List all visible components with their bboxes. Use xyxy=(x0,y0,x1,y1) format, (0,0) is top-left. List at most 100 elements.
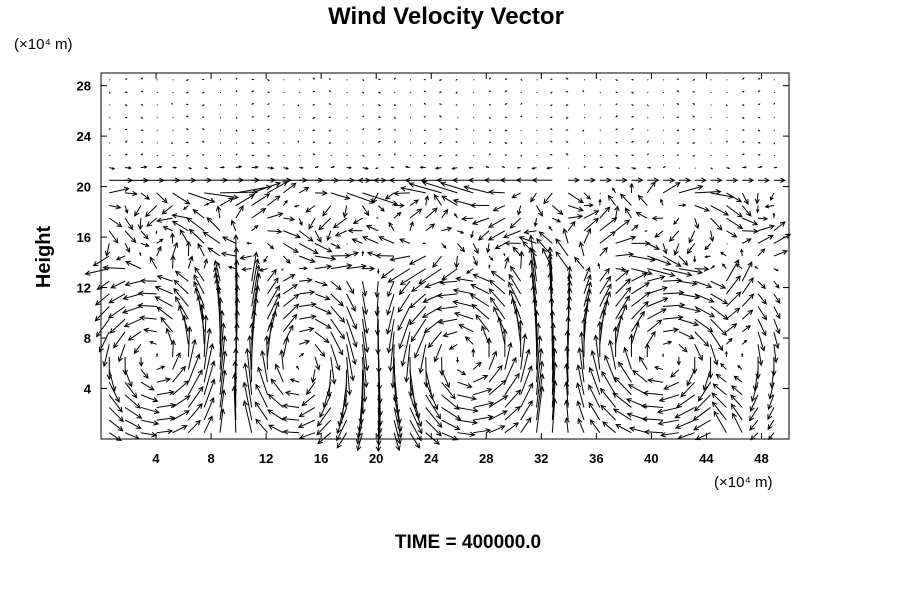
wind-vector-head xyxy=(273,277,279,284)
wind-vector-head xyxy=(303,186,310,192)
wind-vector xyxy=(678,255,688,266)
wind-vector-head xyxy=(720,283,727,289)
wind-vector xyxy=(409,356,412,397)
wind-vector xyxy=(576,383,585,408)
wind-vector-head xyxy=(149,340,154,345)
wind-vector-head xyxy=(473,260,478,267)
wind-vector xyxy=(255,419,268,434)
wind-vector-head xyxy=(403,377,410,383)
wind-vector xyxy=(591,350,601,383)
wind-vector-head xyxy=(390,382,396,389)
wind-vector xyxy=(188,192,215,203)
wind-vector-head xyxy=(321,281,329,287)
wind-vector-head xyxy=(755,373,761,380)
wind-vector xyxy=(124,419,142,429)
wind-vector-head xyxy=(127,381,133,388)
wind-vector xyxy=(425,280,442,288)
wind-vector xyxy=(441,268,458,281)
wind-vector xyxy=(282,314,298,333)
wind-vector-head xyxy=(361,250,365,254)
wind-vector-dot xyxy=(536,155,538,157)
wind-vector xyxy=(173,279,189,295)
wind-vector-head xyxy=(361,396,368,403)
wind-vector xyxy=(488,288,506,307)
wind-vector xyxy=(765,205,774,208)
wind-vector-head xyxy=(175,296,181,302)
wind-vector-head xyxy=(424,283,431,289)
wind-vector xyxy=(493,205,506,212)
wind-vector-head xyxy=(352,341,358,348)
wind-vector-head xyxy=(612,392,619,398)
wind-vector-head xyxy=(373,177,379,184)
wind-vector xyxy=(756,192,759,204)
wind-vector xyxy=(757,225,775,232)
wind-vector-head xyxy=(516,166,520,169)
wind-vector-head xyxy=(148,385,155,391)
wind-vector-head xyxy=(167,428,174,435)
wind-vector-dot xyxy=(283,117,285,119)
wind-vector xyxy=(583,210,599,219)
wind-vector-head xyxy=(111,166,116,170)
wind-vector-head xyxy=(297,140,299,143)
vector-field xyxy=(84,77,792,453)
wind-vector xyxy=(282,303,299,320)
wind-vector-head xyxy=(676,116,679,118)
wind-vector xyxy=(472,217,490,225)
wind-vector-head xyxy=(394,104,397,107)
wind-vector-head xyxy=(616,141,619,144)
wind-vector-head xyxy=(502,395,509,401)
wind-vector-dot xyxy=(156,155,158,157)
wind-vector-dot xyxy=(346,117,348,119)
wind-vector-head xyxy=(276,228,283,235)
wind-vector xyxy=(504,373,520,396)
wind-vector-head xyxy=(289,273,296,280)
wind-vector-dot xyxy=(109,155,111,157)
wind-vector-head xyxy=(428,393,435,400)
wind-vector-head xyxy=(533,222,538,228)
wind-vector-head xyxy=(141,129,144,132)
wind-vector-head xyxy=(593,217,599,224)
wind-vector-head xyxy=(375,253,382,259)
wind-vector xyxy=(732,413,743,433)
wind-vector-head xyxy=(384,194,391,200)
wind-vector-head xyxy=(488,264,491,267)
wind-vector-head xyxy=(193,280,199,287)
wind-vector-head xyxy=(520,79,523,81)
wind-vector xyxy=(124,394,141,409)
wind-vector xyxy=(710,217,723,231)
wind-vector xyxy=(267,213,283,219)
wind-vector-dot xyxy=(220,79,222,81)
wind-vector xyxy=(773,331,779,349)
wind-vector xyxy=(178,305,189,332)
wind-vector xyxy=(641,405,664,408)
wind-vector xyxy=(108,369,116,392)
wind-vector-head xyxy=(138,362,144,367)
wind-vector-head xyxy=(665,260,672,266)
wind-vector-head xyxy=(668,236,675,243)
wind-vector-dot xyxy=(599,129,601,131)
wind-vector xyxy=(314,280,328,286)
wind-vector xyxy=(425,369,433,399)
wind-vector-head xyxy=(378,140,381,143)
wind-vector-head xyxy=(408,182,415,188)
wind-vector-head xyxy=(659,275,666,281)
wind-vector-head xyxy=(775,328,781,335)
wind-vector-head xyxy=(598,198,602,203)
wind-vector-dot xyxy=(726,129,728,131)
wind-vector xyxy=(563,228,569,244)
wind-vector-head xyxy=(463,185,470,191)
wind-vector-head xyxy=(454,212,458,217)
wind-vector xyxy=(599,247,608,257)
wind-vector xyxy=(378,236,395,244)
wind-vector-head xyxy=(352,323,358,330)
wind-vector xyxy=(741,205,752,217)
wind-vector-head xyxy=(483,177,490,183)
wind-vector xyxy=(512,192,521,198)
wind-vector-head xyxy=(360,263,367,270)
wind-vector xyxy=(457,369,466,376)
wind-vector-head xyxy=(215,205,222,212)
wind-vector xyxy=(488,395,508,408)
wind-vector xyxy=(327,230,332,241)
wind-vector xyxy=(393,419,401,444)
wind-vector xyxy=(741,238,752,244)
